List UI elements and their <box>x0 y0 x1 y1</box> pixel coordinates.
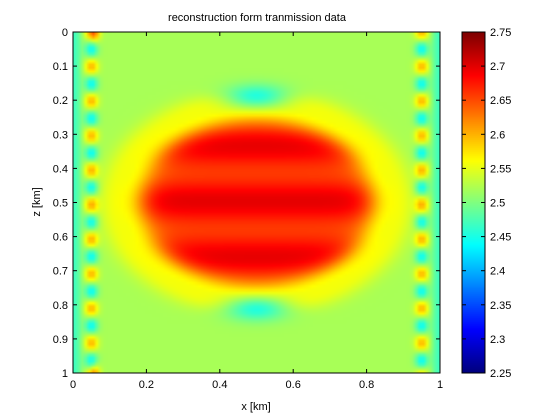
plot-area: 0 0.2 0.4 0.6 0.8 1 0 0.1 0.2 0.3 0.4 0.5 0.6 0.7 0.8… <box>53 27 443 391</box>
heatmap-image <box>73 32 440 373</box>
x-tick-label: 0.8 <box>359 379 374 391</box>
y-tick-label: 0.3 <box>53 129 68 141</box>
colorbar-tick-label: 2.35 <box>490 300 511 312</box>
colorbar-image <box>462 32 485 373</box>
y-tick-label: 0.5 <box>53 198 68 210</box>
x-tick-label: 0 <box>70 379 76 391</box>
colorbar-tick-label: 2.7 <box>490 61 505 73</box>
colorbar-tick-label: 2.4 <box>490 266 505 278</box>
x-tick-label: 1 <box>437 379 443 391</box>
y-axis-ticks: 0 0.1 0.2 0.3 0.4 0.5 0.6 0.7 0.8 0.9 1 <box>53 27 440 380</box>
x-tick-label: 0.6 <box>286 379 301 391</box>
colorbar-tick-label: 2.55 <box>490 163 511 175</box>
y-axis-label: z [km] <box>31 187 43 216</box>
x-tick-label: 0.4 <box>212 379 227 391</box>
y-tick-label: 0.9 <box>53 334 68 346</box>
colorbar-tick-label: 2.25 <box>490 368 511 380</box>
y-tick-label: 0.4 <box>53 163 68 175</box>
x-axis-label: x [km] <box>241 401 270 413</box>
colorbar-tick-label: 2.75 <box>490 27 511 39</box>
colorbar-tick-label: 2.3 <box>490 334 505 346</box>
y-tick-label: 0.7 <box>53 266 68 278</box>
chart-title: reconstruction form tranmission data <box>168 12 347 24</box>
colorbar-tick-label: 2.65 <box>490 95 511 107</box>
colorbar-ticks: 2.25 2.3 2.35 2.4 2.45 2.5 2.55 2.6 2.65 2.7 2.75 <box>462 27 511 380</box>
colorbar: 2.25 2.3 2.35 2.4 2.45 2.5 2.55 2.6 2.65 2.7 2.75 <box>461 27 511 380</box>
y-tick-label: 0.6 <box>53 232 68 244</box>
x-tick-label: 0.2 <box>139 379 154 391</box>
y-tick-label: 0 <box>62 27 68 39</box>
colorbar-tick-label: 2.45 <box>490 232 511 244</box>
y-tick-label: 0.1 <box>53 61 68 73</box>
y-tick-label: 1 <box>62 368 68 380</box>
y-tick-label: 0.2 <box>53 95 68 107</box>
colorbar-tick-label: 2.5 <box>490 198 505 210</box>
y-tick-label: 0.8 <box>53 300 68 312</box>
x-axis-ticks: 0 0.2 0.4 0.6 0.8 1 <box>70 32 443 391</box>
colorbar-tick-label: 2.6 <box>490 129 505 141</box>
